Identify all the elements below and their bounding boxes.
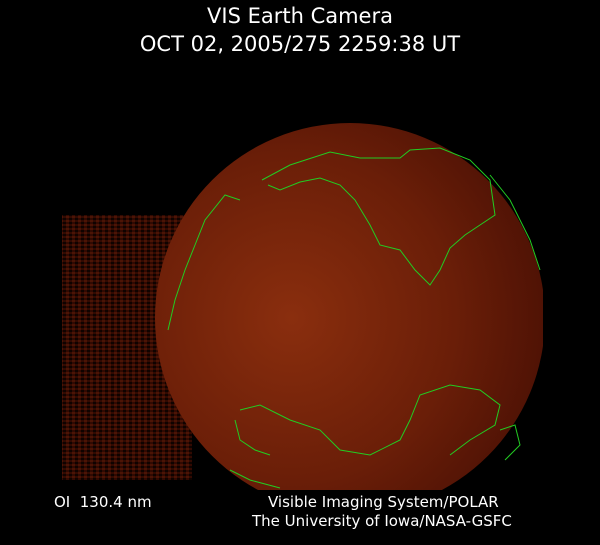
- institution-credit: The University of Iowa/NASA-GSFC: [252, 512, 512, 530]
- earth-disk: [155, 123, 543, 490]
- image-timestamp: OCT 02, 2005/275 2259:38 UT: [139, 32, 461, 56]
- coastlines: [167, 147, 541, 489]
- wavelength-label: OI 130.4 nm: [54, 493, 152, 511]
- instrument-credit: Visible Imaging System/POLAR: [268, 493, 499, 511]
- image-title: VIS Earth Camera: [207, 4, 393, 28]
